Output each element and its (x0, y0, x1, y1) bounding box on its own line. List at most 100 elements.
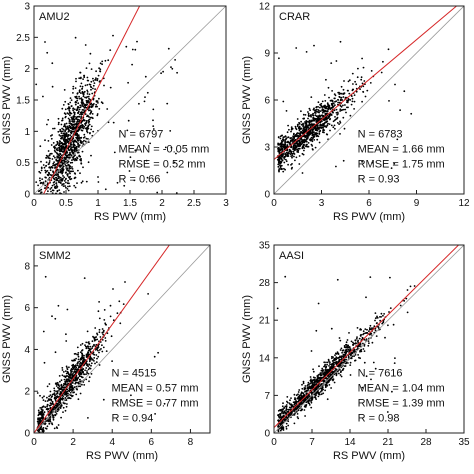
data-point (308, 385, 311, 388)
data-point (74, 133, 77, 136)
data-point (320, 376, 322, 379)
data-point (307, 112, 310, 115)
data-point (353, 100, 356, 103)
data-point (63, 160, 66, 163)
data-point (51, 62, 54, 65)
data-point (66, 161, 69, 164)
data-point (320, 127, 323, 129)
data-point (279, 146, 282, 148)
data-point (60, 145, 63, 148)
data-point (350, 103, 353, 106)
data-point (53, 389, 56, 392)
data-point (283, 156, 286, 159)
data-point (315, 329, 318, 332)
data-point (39, 407, 42, 409)
data-point (73, 123, 76, 126)
data-point (61, 127, 63, 130)
data-point (366, 328, 368, 331)
data-point (305, 143, 308, 146)
data-point (90, 373, 93, 375)
data-point (310, 382, 312, 385)
data-point (61, 107, 64, 110)
data-point (354, 339, 357, 342)
data-point (37, 414, 40, 417)
data-point (69, 397, 72, 400)
data-point (50, 190, 52, 193)
data-point (380, 312, 383, 315)
data-point (305, 127, 308, 130)
data-point (72, 109, 74, 112)
data-point (68, 185, 71, 188)
data-point (72, 87, 75, 90)
y-tick-label: 28 (259, 278, 271, 289)
data-point (334, 100, 336, 103)
data-point (405, 297, 408, 300)
data-point (280, 417, 283, 419)
data-point (101, 63, 103, 66)
data-point (317, 109, 320, 111)
data-point (152, 125, 155, 127)
data-point (167, 47, 170, 50)
data-point (320, 102, 323, 105)
data-point (82, 105, 85, 108)
data-point (321, 111, 324, 114)
data-point (316, 132, 319, 135)
data-point (369, 82, 372, 84)
data-point (326, 110, 329, 113)
data-point (91, 345, 94, 348)
data-point (83, 90, 86, 93)
data-point (331, 90, 333, 92)
data-point (346, 339, 349, 341)
data-point (86, 363, 89, 366)
data-point (100, 348, 102, 350)
data-point (309, 132, 311, 135)
data-point (295, 134, 297, 136)
data-point (291, 127, 294, 130)
data-point (340, 370, 342, 372)
data-point (67, 117, 70, 120)
data-point (302, 125, 304, 128)
data-point (146, 176, 149, 179)
data-point (72, 142, 75, 144)
data-point (328, 363, 331, 365)
data-point (301, 408, 303, 410)
data-point (306, 385, 309, 387)
data-point (64, 375, 66, 378)
data-point (40, 412, 43, 414)
data-point (367, 340, 370, 342)
data-point (55, 383, 58, 385)
data-point (340, 375, 343, 378)
data-point (339, 339, 342, 342)
data-point (292, 136, 295, 138)
data-point (361, 386, 364, 389)
data-point (75, 95, 78, 98)
data-point (101, 339, 104, 341)
data-point (345, 349, 347, 352)
data-point (326, 369, 329, 371)
data-point (128, 170, 131, 172)
data-point (354, 80, 356, 83)
data-point (310, 132, 313, 135)
data-point (70, 130, 73, 132)
data-point (338, 123, 340, 125)
data-point (73, 121, 76, 123)
y-tick-label: 6 (24, 303, 30, 314)
data-point (93, 360, 95, 362)
data-point (74, 147, 77, 150)
data-point (330, 377, 332, 380)
data-point (66, 378, 69, 381)
data-point (335, 108, 338, 111)
data-point (63, 386, 66, 389)
data-point (315, 115, 318, 118)
data-point (377, 326, 380, 328)
data-point (292, 140, 294, 143)
data-point (39, 394, 41, 397)
data-point (87, 95, 90, 98)
data-point (311, 391, 314, 394)
data-point (310, 385, 313, 387)
data-point (56, 185, 59, 188)
data-point (297, 144, 299, 146)
